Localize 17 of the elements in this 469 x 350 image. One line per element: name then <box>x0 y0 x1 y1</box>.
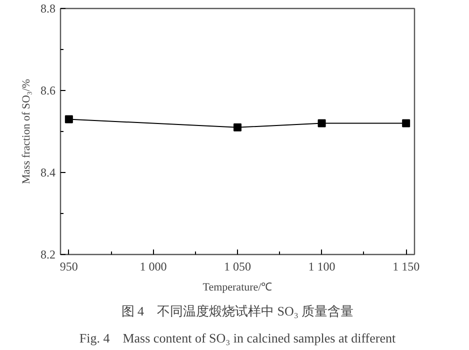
caption: 图 4 不同温度煅烧试样中 SO₃ 质量含量 <box>121 304 354 318</box>
x-axis-title: Temperature/℃ <box>202 282 272 294</box>
y-tick-label: 8.8 <box>40 2 56 16</box>
x-tick-label: 1 000 <box>140 260 167 274</box>
y-axis-title: Mass fraction of SO₃/% <box>20 79 32 184</box>
y-tick-label: 8.2 <box>40 248 56 262</box>
x-tick-label: 1 050 <box>224 260 251 274</box>
point <box>64 115 73 124</box>
x-tick-label: 1 100 <box>308 260 336 274</box>
x-tick-label: 1 150 <box>392 260 420 274</box>
y-tick-label: 8.4 <box>40 166 56 180</box>
y-tick-label: 8.6 <box>40 84 56 98</box>
point <box>318 119 326 128</box>
x-tick-label: 950 <box>60 260 78 274</box>
point <box>234 123 242 132</box>
caption: Fig. 4 Mass content of SO₃ in calcined samples at different <box>79 330 396 346</box>
point <box>402 119 410 128</box>
